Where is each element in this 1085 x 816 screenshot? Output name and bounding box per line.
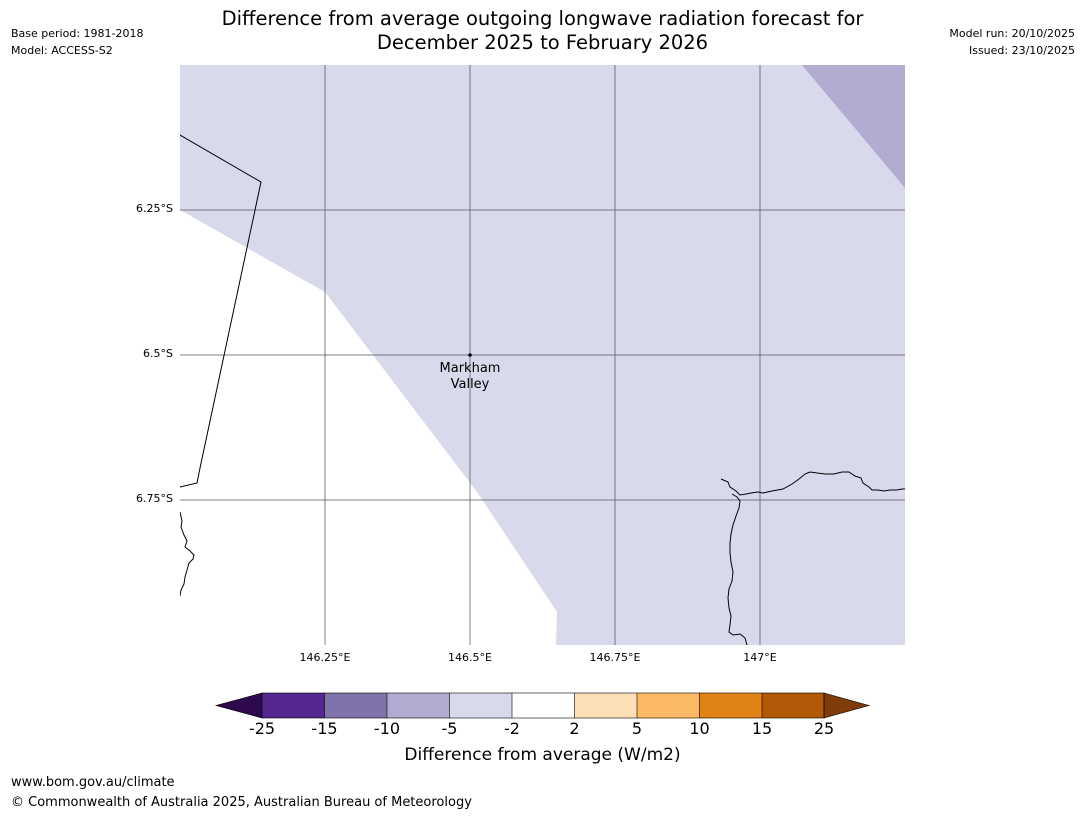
footer-url[interactable]: www.bom.gov.au/climate: [11, 775, 175, 790]
lon-label-146-5: 146.5°E: [448, 651, 492, 664]
legend-tick: -25: [248, 719, 276, 738]
metadata-right: Model run: 20/10/2025 Issued: 23/10/2025: [949, 25, 1075, 59]
legend-swatch-m15-m10: [324, 693, 387, 718]
place-label-line2: Valley: [451, 377, 490, 392]
metadata-left: Base period: 1981-2018 Model: ACCESS-S2: [11, 25, 143, 59]
legend-tick: 25: [813, 719, 835, 738]
map-area[interactable]: Markham Valley: [180, 65, 905, 645]
legend-tick: 10: [689, 719, 710, 738]
legend-swatch-below-25: [214, 692, 263, 719]
place-label-line1: Markham: [440, 361, 501, 376]
issued-text: Issued: 23/10/2025: [968, 44, 1075, 57]
coastline-east: [720, 471, 905, 496]
map-title-line2: December 2025 to February 2026: [376, 31, 709, 54]
coastlines: [180, 134, 905, 645]
legend-swatch-m10-m5: [387, 693, 450, 718]
lat-label-6-75: 6.75°S: [136, 492, 173, 505]
river-markham: [727, 493, 748, 645]
legend-swatch-p2-p5: [574, 693, 637, 718]
legend-tick: 5: [631, 719, 643, 738]
map-title-line1: Difference from average outgoing longwav…: [221, 7, 864, 30]
legend-swatch-p5-p10: [637, 693, 700, 718]
legend-tick: 15: [751, 719, 773, 738]
lon-label-146-25: 146.25°E: [299, 651, 351, 664]
legend-tick: 2: [569, 719, 580, 738]
legend-swatch-p15-p25: [762, 693, 824, 718]
legend-swatch-m25-m15: [262, 693, 325, 718]
legend-tick: -5: [441, 719, 458, 738]
legend-tick: -15: [311, 719, 338, 738]
model-text: Model: ACCESS-S2: [11, 44, 113, 57]
legend-swatch-above-25: [823, 692, 871, 719]
map-title: Difference from average outgoing longwav…: [180, 7, 905, 55]
below-average-region-medium: [802, 65, 905, 188]
legend-tick: -2: [504, 719, 520, 738]
base-period-text: Base period: 1981-2018: [11, 27, 144, 40]
legend-swatch-p10-p15: [699, 693, 762, 718]
legend-dividers: [261, 692, 825, 719]
lon-label-146-75: 146.75°E: [589, 651, 641, 664]
map-canvas: Markham Valley: [180, 65, 905, 645]
legend-swatch-m5-m2: [449, 693, 512, 718]
model-run-text: Model run: 20/10/2025: [949, 27, 1075, 40]
lon-label-147: 147°E: [743, 651, 777, 664]
coastline-west: [180, 511, 195, 597]
lat-label-6-25: 6.25°S: [136, 202, 173, 215]
footer-copyright: © Commonwealth of Australia 2025, Austra…: [11, 795, 472, 810]
legend-tick: -10: [373, 719, 401, 738]
lat-label-6-5: 6.5°S: [143, 347, 173, 360]
province-border: [180, 134, 262, 488]
legend-swatch-m2-p2: [512, 693, 575, 718]
place-marker-dot[interactable]: [468, 353, 472, 357]
legend-title: Difference from average (W/m2): [404, 745, 681, 765]
